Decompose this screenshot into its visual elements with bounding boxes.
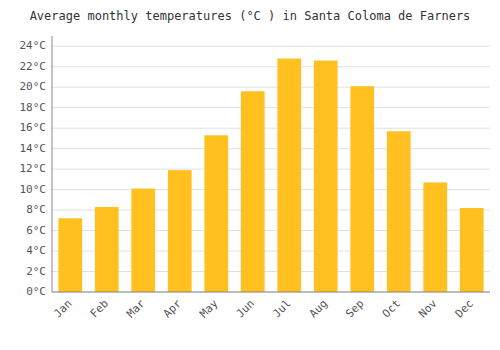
y-tick-label: 16°C [20,121,47,134]
x-axis-line [52,292,490,293]
grid-line [52,87,490,88]
x-tick-label: Jul [270,297,293,320]
y-tick-labels: 0°C 2°C 4°C 6°C 8°C 10°C 12°C 14°C 16°C 18°C 20°C 2… [20,39,47,298]
chart-svg: 0°C 2°C 4°C 6°C 8°C 10°C 12°C 14°C 16°C 18°C 20°C 2… [0,0,500,350]
bar [204,135,228,292]
x-tick-labels: Jan Feb Mar Apr May Jun Jul Aug Sep Oct Nov Dec [51,297,476,321]
x-tick-label: Jan [51,297,74,320]
x-tick-label: Apr [161,297,185,321]
x-tick-label: Mar [124,297,148,321]
grid-line [52,169,490,170]
grid-line [52,66,490,67]
grid-line [52,148,490,149]
y-tick-label: 20°C [20,80,47,93]
y-tick-label: 22°C [20,60,47,73]
bar [350,86,374,292]
y-axis-line [52,36,53,292]
bar [168,170,192,292]
y-tick-label: 4°C [26,244,46,257]
y-tick-label: 12°C [20,162,47,175]
x-tick-label: Jun [234,297,257,320]
bar [241,91,265,292]
bars [58,59,483,292]
x-tick-label: May [197,297,221,321]
grid-line [52,128,490,129]
y-tick-label: 0°C [26,285,46,298]
bar [95,207,119,292]
grid [52,46,490,292]
bar [314,61,338,292]
bar [423,182,447,292]
title: Average monthly temperatures (°C ) in Sa… [30,9,471,23]
y-tick-label: 24°C [20,39,47,52]
y-tick-label: 10°C [20,183,47,196]
bar [460,208,484,292]
x-tick-label: Nov [416,297,440,321]
bar [277,59,301,292]
grid-line [52,107,490,108]
bar [58,218,82,292]
x-tick-label: Aug [307,297,330,320]
y-tick-label: 8°C [26,203,46,216]
x-tick-label: Oct [380,297,403,320]
bar [387,131,411,292]
grid-line [52,46,490,47]
bar [131,189,155,292]
y-tick-label: 18°C [20,101,47,114]
x-tick-label: Feb [88,297,111,320]
y-tick-label: 14°C [20,142,47,155]
chart-container: 0°C 2°C 4°C 6°C 8°C 10°C 12°C 14°C 16°C 18°C 20°C 2… [0,0,500,350]
y-tick-label: 6°C [26,224,46,237]
x-tick-label: Dec [453,297,476,320]
grid-line [52,292,490,293]
y-tick-label: 2°C [26,265,46,278]
x-tick-label: Sep [343,297,366,320]
